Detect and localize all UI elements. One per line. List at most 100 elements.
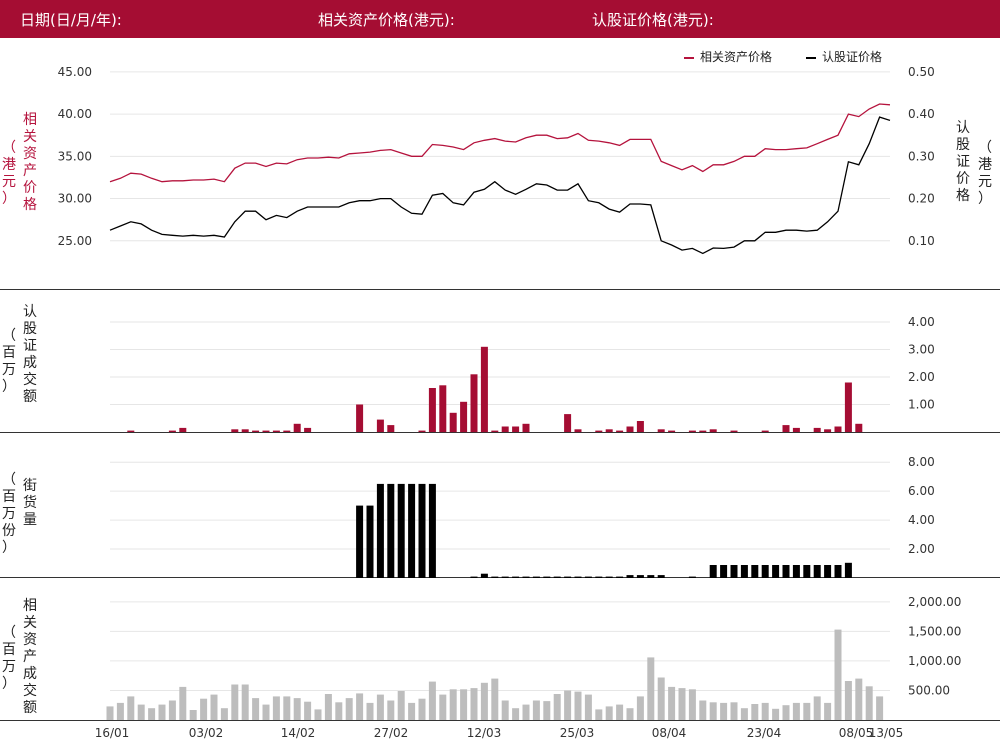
warrant-turnover-bar — [418, 430, 426, 432]
outstanding-bar — [813, 565, 821, 578]
price-right-tick-3: 0.20 — [908, 192, 935, 206]
warrant-turnover-bar — [605, 429, 613, 433]
asset-turnover-bar — [220, 708, 228, 720]
asset-turnover-bar — [418, 698, 426, 720]
outstanding-bar — [740, 565, 748, 578]
warrant-turnover-bar — [283, 430, 291, 432]
asset-turnover-tick-2: 1,000.00 — [908, 654, 961, 668]
outstanding-bar — [647, 575, 655, 578]
warrant-price-label: 认股证价格(港元): — [592, 11, 714, 29]
asset-turnover-bar — [470, 688, 478, 720]
x-tick-08-05: 08/05 — [839, 726, 874, 740]
warrant-price-axis-title: 认股证价格 — [956, 120, 970, 204]
warrant-turnover-bar — [824, 429, 832, 433]
outstanding-bar — [657, 575, 665, 578]
warrant-turnover-bar — [616, 430, 624, 432]
warrant-turnover-bar — [636, 421, 644, 432]
price-left-tick-1: 40.00 — [58, 107, 92, 121]
asset-turnover-bar — [428, 681, 436, 720]
warrant-turnover-bar — [252, 430, 260, 432]
outstanding-bar — [803, 565, 811, 578]
asset-turnover-bar — [761, 702, 769, 720]
asset-turnover-bar — [189, 710, 197, 720]
asset-turnover-bar — [709, 702, 717, 720]
outstanding-bar — [844, 562, 852, 578]
warrant-turnover-bar — [491, 430, 499, 432]
asset-turnover-bar — [231, 684, 239, 720]
x-tick-03-02: 03/02 — [189, 726, 224, 740]
outstanding-bar — [397, 483, 405, 578]
warrant-turnover-bar — [782, 425, 790, 432]
warrant-turnover-bar — [688, 430, 696, 432]
asset-turnover-bar — [595, 709, 603, 720]
warrant-turnover-bar — [761, 430, 769, 432]
outstanding-bar — [616, 576, 624, 578]
outstanding-bar — [709, 565, 717, 578]
asset-turnover-bar — [345, 698, 353, 720]
price-right-tick-1: 0.40 — [908, 107, 935, 121]
legend-warrant: 认股证价格 — [806, 48, 882, 65]
outstanding-bar — [782, 565, 790, 578]
asset-turnover-bar — [636, 696, 644, 720]
warrant-turnover-bar — [356, 404, 364, 432]
asset-turnover-bar — [751, 704, 759, 720]
price-left-tick-3: 30.00 — [58, 192, 92, 206]
outstanding-bar — [761, 565, 769, 578]
asset-turnover-bar — [127, 696, 135, 720]
asset-turnover-bar — [553, 694, 561, 720]
outstanding-axis-unit: （百万份） — [2, 472, 16, 556]
legend-asset-swatch — [684, 56, 694, 59]
outstanding-bar — [772, 565, 780, 578]
outstanding-bar — [824, 565, 832, 578]
asset-turnover-bar — [792, 702, 800, 720]
asset-turnover-bar — [356, 693, 364, 720]
asset-price-axis-unit: （港元） — [2, 140, 16, 207]
warrant-turnover-bar — [272, 430, 280, 432]
asset-turnover-bar — [824, 702, 832, 720]
warrant-turnover-bar — [574, 429, 582, 433]
asset-turnover-bar — [439, 694, 447, 720]
outstanding-bar — [834, 565, 842, 578]
asset-turnover-bar — [855, 678, 863, 720]
asset-turnover-bar — [283, 696, 291, 720]
asset-turnover-bar — [564, 690, 572, 720]
warrant-turnover-bar — [657, 429, 665, 433]
x-tick-25-03: 25/03 — [560, 726, 595, 740]
outstanding-bar — [418, 483, 426, 578]
asset-turnover-bar — [376, 694, 384, 720]
outstanding-tick-3: 2.00 — [908, 542, 935, 556]
asset-turnover-bar — [335, 702, 343, 720]
asset-turnover-bar — [574, 691, 582, 720]
warrant-price-line — [109, 116, 891, 255]
price-left-tick-2: 35.00 — [58, 149, 92, 163]
asset-turnover-bar — [782, 705, 790, 720]
outstanding-bar — [553, 576, 561, 578]
warrant-turnover-bar — [376, 419, 384, 432]
outstanding-bar — [491, 576, 499, 578]
warrant-turnover-bar — [595, 430, 603, 432]
outstanding-bar — [564, 576, 572, 578]
asset-turnover-axis-unit: （百万） — [2, 625, 16, 692]
warrant-turnover-bar — [231, 429, 239, 433]
asset-turnover-bar — [699, 700, 707, 720]
warrant-turnover-bar — [730, 430, 738, 432]
asset-turnover-tick-0: 2,000.00 — [908, 595, 961, 609]
asset-turnover-bar — [688, 689, 696, 720]
outstanding-bar — [584, 576, 592, 578]
warrant-price-axis-unit: （港元） — [978, 140, 992, 207]
outstanding-bar — [480, 573, 488, 578]
outstanding-bar — [428, 483, 436, 578]
asset-price-axis-title: 相关资产价格 — [23, 112, 37, 213]
outstanding-tick-0: 8.00 — [908, 455, 935, 469]
outstanding-bar — [751, 565, 759, 578]
asset-turnover-bar — [158, 704, 166, 720]
asset-turnover-bar — [522, 704, 530, 720]
outstanding-bar — [387, 483, 395, 578]
outstanding-bar — [470, 576, 478, 578]
asset-turnover-bar — [584, 694, 592, 720]
asset-turnover-bar — [210, 694, 218, 720]
asset-turnover-bar — [397, 691, 405, 720]
asset-turnover-bar — [740, 708, 748, 720]
outstanding-bar — [408, 483, 416, 578]
asset-turnover-tick-3: 500.00 — [908, 683, 950, 697]
